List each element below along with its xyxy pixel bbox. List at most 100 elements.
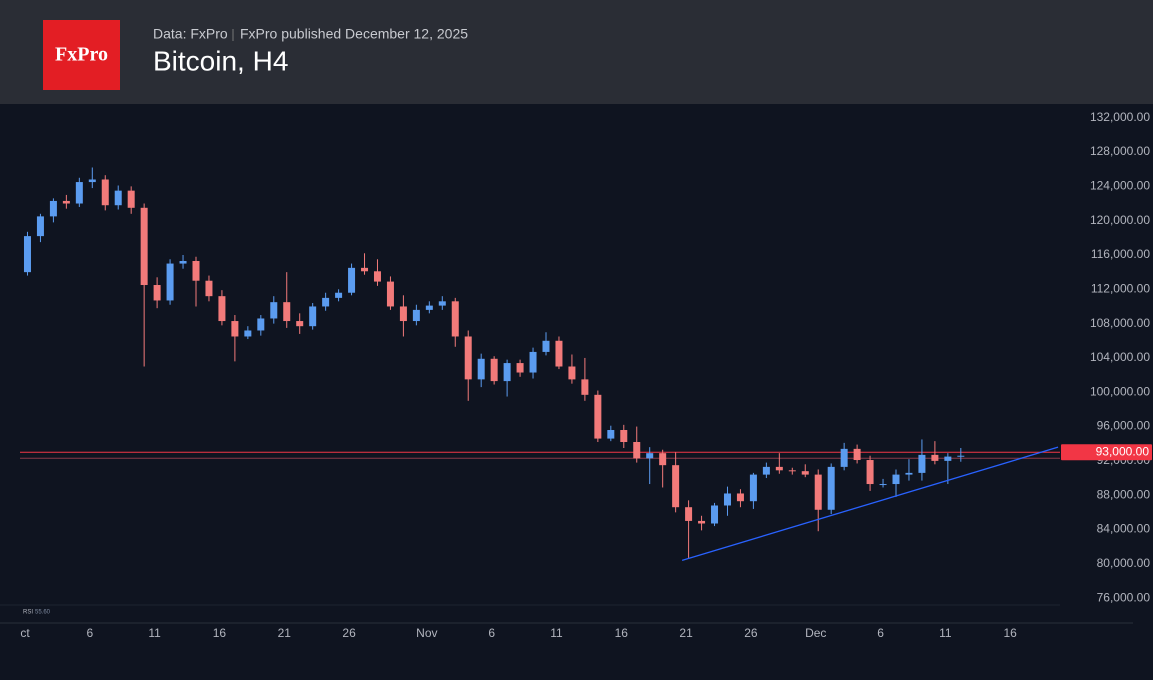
candle-body [672,465,680,508]
x-tick-label: 16 [1004,626,1018,640]
x-tick-label: 11 [939,626,952,640]
y-tick-label: 76,000.00 [1097,590,1151,604]
y-tick-label: 80,000.00 [1097,556,1151,570]
candle-body [464,336,472,380]
candle-body [529,351,537,373]
candle-body [736,493,744,502]
price-label: 93,000.00 [1096,444,1150,458]
y-tick-label: 104,000.00 [1090,350,1150,364]
published: FxPro published December 12, 2025 [240,26,468,42]
candle-body [179,260,187,264]
x-tick-label: 26 [342,626,356,640]
title: Bitcoin, H4 [153,45,288,76]
x-tick-label: Nov [416,626,437,640]
candle-body [581,379,589,395]
candle-body [244,330,252,337]
x-tick-label: Dec [805,626,826,640]
y-tick-label: 100,000.00 [1090,384,1150,398]
candle-body [270,302,278,319]
x-tick-label: 6 [877,626,884,640]
candle-body [801,471,809,475]
candle-body [646,453,654,459]
candle-body [101,179,109,206]
candle-body [931,454,939,461]
candle-body [257,318,265,331]
y-tick-label: 132,000.00 [1090,110,1150,124]
candle-body [788,470,796,472]
candle-body [555,340,563,367]
candle-body [127,190,135,208]
y-tick-label: 116,000.00 [1091,247,1150,261]
candle-body [205,280,213,297]
candle-body [166,263,174,301]
candle-body [723,493,731,506]
candle-body [425,305,433,310]
candle-body [542,340,550,352]
candle-body [192,260,200,281]
candle-body [659,453,667,466]
candle-body [153,285,161,301]
y-tick-label: 108,000.00 [1090,316,1150,330]
candle-body [892,474,900,485]
logo: FxPro [55,44,108,66]
candle-body [568,366,576,380]
y-tick-label: 128,000.00 [1090,144,1150,158]
y-tick-label: 112,000.00 [1091,281,1150,295]
candle-body [516,363,524,373]
logo-box [43,20,120,90]
candle-body [853,448,861,461]
x-tick-label: 6 [86,626,93,640]
candle-body [905,472,913,475]
candle-body [296,321,304,327]
candle-body [477,358,485,380]
y-tick-label: 120,000.00 [1090,213,1150,227]
candle-body [114,190,122,206]
candle-body [399,306,407,322]
x-tick-label: 16 [615,626,629,640]
x-tick-label: 21 [679,626,693,640]
x-tick-label: 11 [550,626,563,640]
candle-body [503,363,511,382]
x-tick-label: 21 [278,626,292,640]
candle-body [775,466,783,471]
x-tick-label: 16 [213,626,227,640]
x-tick-label: 6 [488,626,495,640]
price-label-box [1061,444,1152,461]
candle-body [218,296,226,322]
candle-body [944,456,952,461]
candle-body [594,394,602,439]
source: Data: FxPro [153,26,228,42]
candle-body [309,306,317,327]
candle-body [762,466,770,475]
header-bar [0,0,1153,104]
candle-body [957,455,965,457]
candle-body [361,267,369,272]
y-tick-label: 96,000.00 [1097,419,1151,433]
candle-body [49,200,57,217]
candle-body [607,429,615,439]
candle-body [866,460,874,485]
candle-body [698,520,706,524]
candle-body [918,454,926,473]
candle-body [451,301,459,337]
candle-body [412,309,420,322]
candle-body [348,267,356,293]
candle-body [62,200,70,204]
candle-body [322,297,330,307]
candle-body [827,466,835,510]
candle-body [633,442,641,459]
candle-body [88,179,96,183]
candle-body [335,292,343,298]
candle-body [75,182,83,204]
indicator-name: RSI [23,610,33,616]
x-tick-label: 11 [148,626,161,640]
candle-body [685,507,693,521]
y-tick-label: 84,000.00 [1097,522,1151,536]
candle-body [373,271,381,282]
candle-body [231,321,239,337]
plot-bg [0,104,1153,680]
y-tick-label: 124,000.00 [1090,179,1150,193]
candle-body [283,302,291,322]
